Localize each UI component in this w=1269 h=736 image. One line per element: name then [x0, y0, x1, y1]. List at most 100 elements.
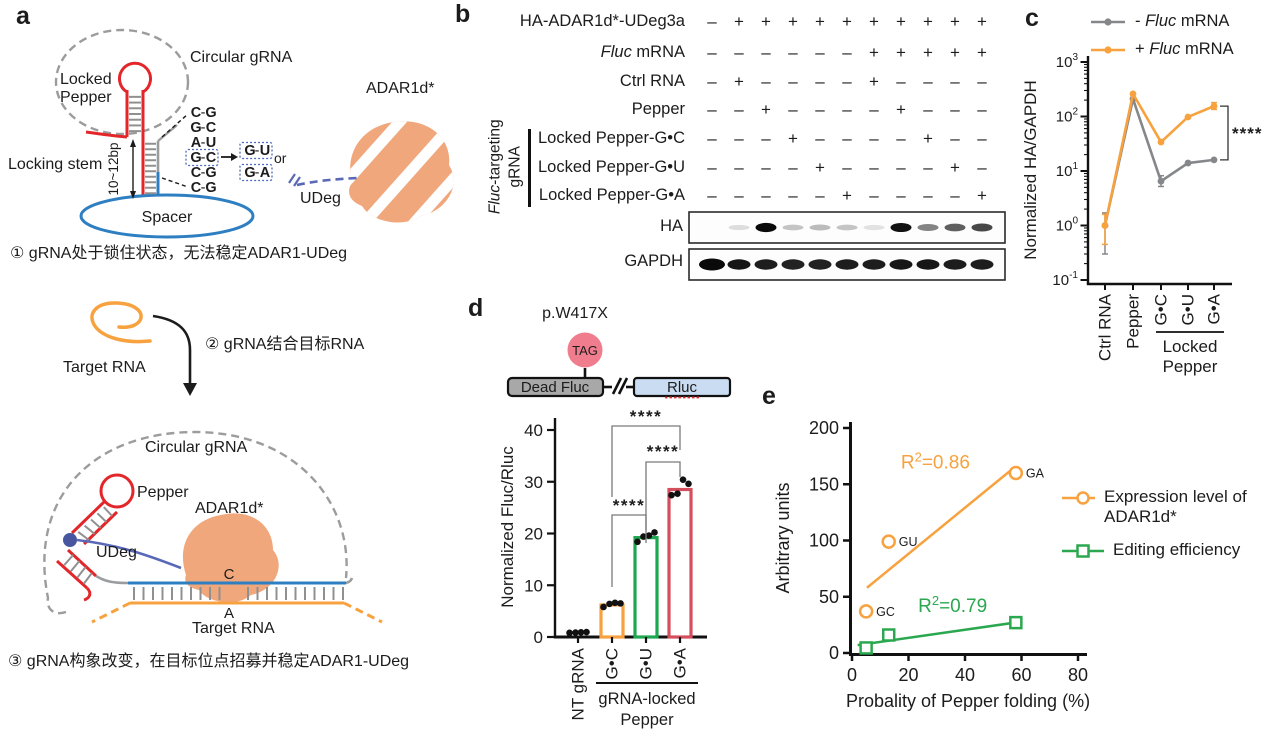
y-axis-title: Arbitrary units	[773, 482, 793, 593]
y-tick-label: 20	[524, 525, 543, 544]
base-right: G	[205, 165, 216, 181]
replicate-dot	[668, 491, 675, 499]
stop-codon-circle	[567, 332, 603, 368]
locking-stem-label: Locking stem	[8, 156, 102, 173]
y-tick-label: 30	[524, 473, 543, 492]
panel-b-label: b	[455, 0, 471, 28]
gapdh-band	[862, 259, 886, 270]
plus-minus-cell: –	[950, 129, 960, 148]
fit-line	[857, 620, 1019, 647]
plus-minus-cell: –	[896, 72, 906, 91]
plus-minus-cell: +	[923, 12, 933, 31]
base-left: C	[191, 180, 202, 196]
replicate-dot	[566, 629, 573, 637]
data-point	[1008, 465, 1024, 481]
data-point	[881, 534, 896, 549]
legend-text: Expression level of ADAR1d*	[1104, 487, 1247, 527]
udeg-hatch-1	[288, 173, 296, 184]
replicate-dot	[600, 603, 607, 611]
adar-label-bottom: ADAR1d*	[195, 500, 263, 517]
base-sep: -	[201, 180, 206, 196]
legend-item-expression: Expression level of ADAR1d*	[1062, 487, 1269, 528]
x-tick-label: 40	[955, 665, 975, 685]
plus-minus-cell: +	[761, 100, 771, 119]
dead-fluc-text: Dead Fluc	[521, 379, 590, 396]
group-label-2: Pepper	[620, 711, 674, 729]
base-sep: -	[201, 105, 206, 121]
plus-minus-cell: –	[761, 72, 771, 91]
duplex-rung	[83, 524, 96, 535]
plus-minus-cell: –	[707, 158, 717, 177]
legend-swatch-expression	[1062, 491, 1095, 505]
sig-stars: ****	[1232, 124, 1262, 143]
plus-minus-cell: +	[896, 12, 906, 31]
gapdh-band	[754, 259, 778, 270]
condition-label: Locked Pepper-G•C	[537, 129, 685, 147]
panel-d-label: d	[468, 294, 484, 322]
ha-band	[890, 222, 912, 233]
plus-minus-cell: –	[923, 158, 933, 177]
y-tick-label: 101	[1056, 161, 1079, 180]
circular-grna-dome	[43, 430, 348, 615]
adar-label-top: ADAR1d*	[366, 80, 434, 97]
plus-minus-cell: –	[734, 43, 744, 62]
plus-minus-cell: –	[707, 72, 717, 91]
data-point	[1129, 90, 1137, 98]
gapdh-band	[781, 259, 805, 270]
break-slash-1	[611, 377, 623, 395]
gray-connector-left	[95, 574, 129, 585]
duplex-rung	[96, 512, 107, 523]
target-rna-label-mid: Target RNA	[63, 359, 146, 376]
gapdh-band	[835, 259, 859, 270]
plus-minus-cell: +	[896, 43, 906, 62]
ha-band	[971, 223, 993, 232]
legend-item-editing: Editing efficiency	[1062, 540, 1240, 560]
break-slash-2	[617, 377, 629, 395]
plus-minus-cell: –	[815, 186, 825, 205]
y-tick-label: 0	[534, 628, 543, 647]
legend-swatch-gray	[1091, 17, 1125, 26]
y-tick-label: 102	[1056, 107, 1079, 126]
pepper-5prime-link	[85, 130, 128, 139]
target-rna-dash-left	[91, 601, 131, 624]
plus-minus-cell: +	[923, 129, 933, 148]
y-tick-label: 10-1	[1052, 270, 1078, 289]
target-rna-label-bottom: Target RNA	[192, 620, 275, 637]
plus-minus-cell: –	[950, 186, 960, 205]
base-sep: -	[201, 150, 206, 166]
plus-minus-cell: +	[815, 158, 825, 177]
bar	[667, 487, 693, 639]
plus-minus-cell: –	[923, 186, 933, 205]
udeg-hatch-2	[293, 176, 301, 187]
x-tick-label: G•C	[1152, 294, 1171, 325]
y-tick-label: 40	[524, 421, 543, 440]
plus-minus-cell: +	[869, 43, 879, 62]
spacer-ellipse	[79, 193, 255, 239]
plus-minus-cell: –	[707, 12, 717, 31]
sig-bracket	[645, 461, 681, 530]
base-right: C	[206, 120, 217, 136]
x-axis-title: Probality of Pepper folding (%)	[846, 691, 1090, 711]
rluc-text: Rluc	[667, 379, 698, 396]
plus-minus-cell: +	[896, 100, 906, 119]
base-right: U	[260, 143, 270, 159]
circular-grna-dashed-circle	[54, 28, 190, 136]
plus-minus-cell: –	[842, 158, 852, 177]
data-point	[1157, 138, 1165, 146]
plus-minus-cell: –	[815, 72, 825, 91]
y-tick-label: 100	[809, 531, 839, 551]
gapdh-band	[808, 259, 832, 270]
base-right: G	[205, 180, 216, 196]
locked-pepper-label-1: Locked	[60, 71, 112, 88]
plus-minus-cell: +	[950, 12, 960, 31]
plus-minus-cell: –	[869, 158, 879, 177]
spacer-label: Spacer	[142, 209, 193, 226]
ha-band	[809, 224, 831, 231]
udeg-tail-dashed	[296, 176, 359, 187]
plus-minus-cell: –	[734, 129, 744, 148]
lower-duplex-b	[55, 559, 89, 590]
data-point	[1184, 159, 1192, 167]
arrowhead-up	[130, 139, 136, 147]
plus-minus-cell: –	[707, 43, 717, 62]
plus-minus-cell: –	[788, 43, 798, 62]
